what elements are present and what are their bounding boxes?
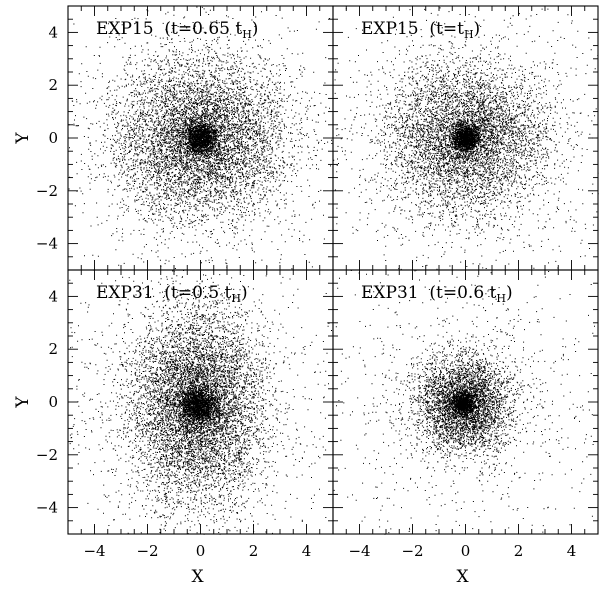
x-tick-label: −4	[348, 542, 370, 560]
panel-title-close: )	[474, 19, 481, 39]
panel-title-close: )	[506, 283, 513, 303]
x-tick-label: −2	[401, 542, 423, 560]
y-tick-label: 2	[48, 76, 58, 94]
x-tick-label: 2	[249, 542, 259, 560]
x-axis-label: X	[191, 567, 204, 587]
y-tick-label: 4	[48, 287, 58, 305]
y-tick-label: −4	[36, 499, 58, 517]
scatter-point-cloud	[69, 270, 334, 535]
panel-4-points	[333, 270, 595, 535]
y-tick-label: −4	[36, 235, 58, 253]
panel-3-title: EXP31 (t=0.5 tH)	[96, 283, 248, 305]
scatter-point-cloud	[333, 270, 595, 535]
panel-1-points	[68, 6, 333, 271]
panel-title-subscript: H	[464, 28, 474, 41]
x-tick-label: 0	[461, 542, 471, 560]
scatter-point-cloud	[68, 6, 333, 271]
y-tick-label: 0	[48, 393, 58, 411]
y-axis-label: Y	[13, 132, 33, 145]
panel-title-main: EXP31 (t=0.5 t	[96, 283, 232, 303]
panel-2-ticks	[333, 6, 598, 270]
y-axis-label: Y	[13, 396, 33, 409]
panel-title-subscript: H	[231, 292, 241, 305]
panel-4-ticks	[333, 270, 598, 534]
scatter-points-layer	[68, 6, 599, 535]
x-tick-label: −4	[83, 542, 105, 560]
x-tick-label: 0	[196, 542, 206, 560]
y-tick-label: −2	[36, 446, 58, 464]
panel-title-subscript: H	[242, 28, 252, 41]
panel-2-title: EXP15 (t=tH)	[361, 19, 480, 41]
panel-4-title: EXP31 (t=0.6 tH)	[361, 283, 513, 305]
y-tick-label: −2	[36, 182, 58, 200]
panel-frames-layer	[67, 5, 599, 535]
panel-3-ticks	[68, 270, 333, 534]
panel-1-title: EXP15 (t=0.65 tH)	[96, 19, 258, 41]
panel-3-points	[69, 270, 334, 535]
x-tick-label: −2	[136, 542, 158, 560]
y-tick-label: 4	[48, 23, 58, 41]
x-tick-label: 4	[302, 542, 312, 560]
panel-title-close: )	[241, 283, 248, 303]
panel-2-points	[333, 7, 599, 272]
panel-title-close: )	[252, 19, 259, 39]
scatter-point-cloud	[333, 7, 599, 272]
x-tick-label: 4	[567, 542, 577, 560]
panel-title-main: EXP15 (t=0.65 t	[96, 19, 242, 39]
x-axis-label: X	[456, 567, 469, 587]
y-tick-label: 0	[48, 129, 58, 147]
x-tick-label: 2	[514, 542, 524, 560]
panel-1-ticks	[68, 6, 333, 270]
panel-title-main: EXP15 (t=t	[361, 19, 464, 39]
y-tick-label: 2	[48, 340, 58, 358]
panel-title-subscript: H	[496, 292, 506, 305]
panel-title-main: EXP31 (t=0.6 t	[361, 283, 497, 303]
